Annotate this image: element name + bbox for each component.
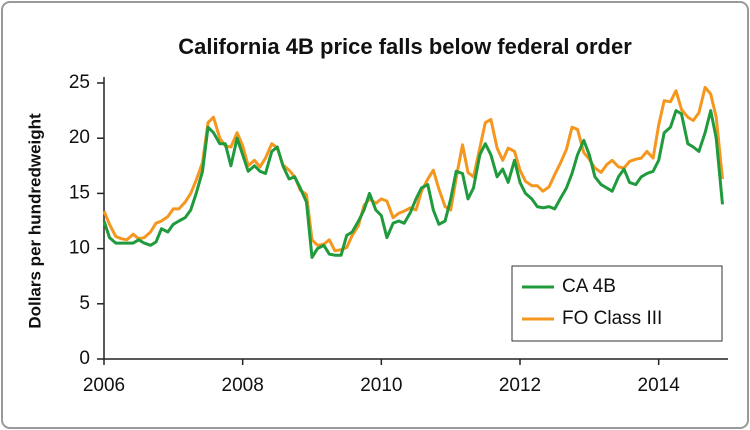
legend-box [511,265,723,342]
legend-label: FO Class III [562,308,662,329]
y-tick-label: 15 [69,182,90,203]
x-tick-label: 2006 [83,375,125,396]
y-tick-label: 10 [69,238,90,259]
y-tick-label: 5 [79,293,90,314]
x-tick-label: 2014 [638,375,681,396]
series-line [102,109,724,259]
y-tick-label: 25 [69,72,90,93]
legend-label: CA 4B [562,276,616,297]
y-tick-label: 0 [79,348,90,369]
chart-title: California 4B price falls below federal … [178,34,632,59]
x-tick-label: 2008 [222,375,264,396]
y-tick-label: 20 [69,127,90,148]
x-tick-label: 2010 [360,375,402,396]
x-tick-label: 2012 [499,375,541,396]
y-axis-label: Dollars per hundredweight [25,113,44,329]
